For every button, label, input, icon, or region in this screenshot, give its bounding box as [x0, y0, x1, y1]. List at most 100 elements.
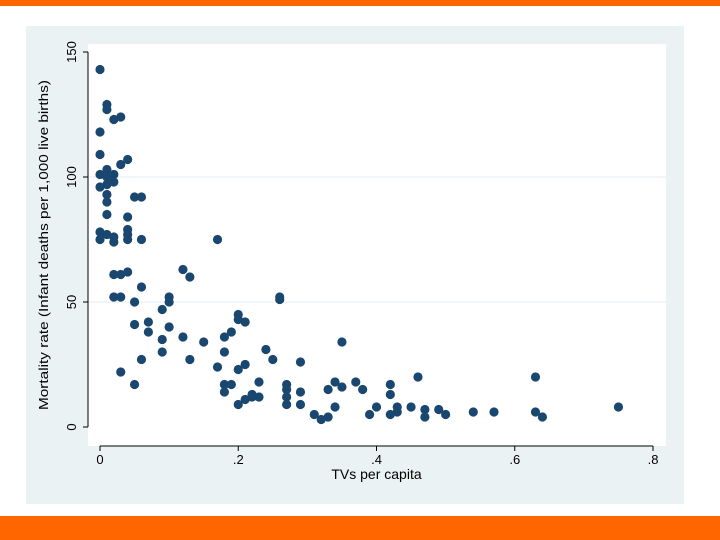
data-point [385, 409, 395, 420]
data-point [123, 267, 133, 277]
data-point [316, 414, 326, 425]
data-point [178, 332, 188, 342]
data-point [95, 234, 105, 245]
data-point [102, 179, 112, 190]
data-point [323, 384, 333, 395]
data-point [185, 354, 195, 365]
y-tick-label: 0 [64, 423, 79, 430]
data-point [282, 399, 292, 410]
x-tick-label: .2 [233, 452, 244, 467]
data-point [358, 384, 368, 395]
data-point [295, 399, 306, 410]
data-point [413, 372, 423, 382]
data-point [233, 399, 243, 410]
data-point [219, 379, 230, 390]
data-point [109, 114, 119, 125]
data-point [157, 334, 167, 345]
data-point [199, 337, 209, 347]
data-point [102, 172, 112, 182]
data-point [385, 379, 395, 390]
data-point [226, 379, 236, 390]
data-point [143, 317, 153, 327]
y-tick-label: 100 [64, 166, 79, 188]
data-point [164, 297, 174, 307]
data-point [268, 354, 278, 365]
data-point [282, 392, 292, 402]
data-point [337, 382, 347, 392]
data-point [420, 412, 430, 422]
data-point [219, 387, 230, 397]
data-point [309, 409, 319, 420]
data-point [129, 192, 140, 202]
data-point [136, 354, 147, 365]
x-axis-label: TVs per capita [331, 466, 421, 482]
data-point [116, 367, 126, 377]
data-point [364, 409, 375, 420]
data-point [282, 384, 292, 395]
data-point [123, 154, 133, 165]
x-tick-label: .4 [371, 452, 382, 467]
data-point [102, 209, 112, 220]
data-point [371, 402, 382, 412]
data-point [240, 394, 250, 405]
data-point [136, 282, 147, 292]
data-point [116, 159, 126, 170]
data-point [212, 362, 223, 372]
data-point [441, 409, 451, 420]
data-point [123, 234, 133, 245]
y-tick-label: 150 [64, 41, 79, 63]
data-point [275, 292, 285, 302]
data-point [537, 412, 547, 422]
data-point [116, 269, 126, 280]
data-point [295, 387, 306, 397]
data-point [489, 407, 499, 417]
data-point [613, 402, 624, 412]
data-point [226, 327, 236, 337]
data-point [102, 229, 112, 240]
chart-panel: 0 50 100 150 0 .2 .4 .6 .8 TVs per capita Morta… [26, 26, 684, 504]
y-axis-label: Mortality rate (Infant deaths per 1,000 … [36, 80, 51, 410]
data-point [254, 392, 264, 402]
data-point [406, 402, 416, 412]
y-tick-label: 50 [64, 295, 79, 309]
data-point [530, 372, 541, 382]
data-point [420, 404, 430, 415]
top-accent-bar [0, 0, 720, 6]
data-point [351, 377, 361, 387]
data-point [468, 407, 478, 417]
data-point [392, 407, 402, 417]
data-point [219, 332, 230, 342]
data-point [434, 404, 444, 415]
plot-area [88, 44, 666, 446]
data-point [157, 304, 167, 315]
data-point [323, 412, 333, 422]
data-point [178, 264, 188, 275]
y-ticks: 0 50 100 150 [64, 41, 88, 431]
x-ticks: 0 .2 .4 .6 .8 [96, 446, 658, 467]
data-point [247, 392, 257, 402]
data-point [212, 234, 223, 245]
gridlines [88, 176, 666, 303]
data-point [129, 319, 140, 330]
data-points [95, 64, 624, 425]
data-point [102, 189, 112, 200]
data-point [95, 227, 105, 237]
data-point [295, 357, 306, 367]
data-point [129, 297, 140, 307]
data-point [240, 359, 250, 370]
data-point [330, 377, 340, 387]
data-point [102, 104, 112, 115]
data-point [102, 164, 112, 175]
bottom-accent-bar [0, 516, 720, 540]
data-point [109, 177, 119, 187]
data-point [95, 64, 105, 75]
scatter-chart: 0 50 100 150 0 .2 .4 .6 .8 TVs per capita Morta… [36, 41, 666, 482]
data-point [109, 169, 119, 180]
data-point [109, 237, 119, 247]
data-point [102, 197, 112, 207]
data-point [157, 347, 167, 357]
data-point [95, 182, 105, 192]
data-point [219, 347, 230, 357]
x-tick-label: .6 [509, 452, 520, 467]
data-point [164, 322, 174, 332]
